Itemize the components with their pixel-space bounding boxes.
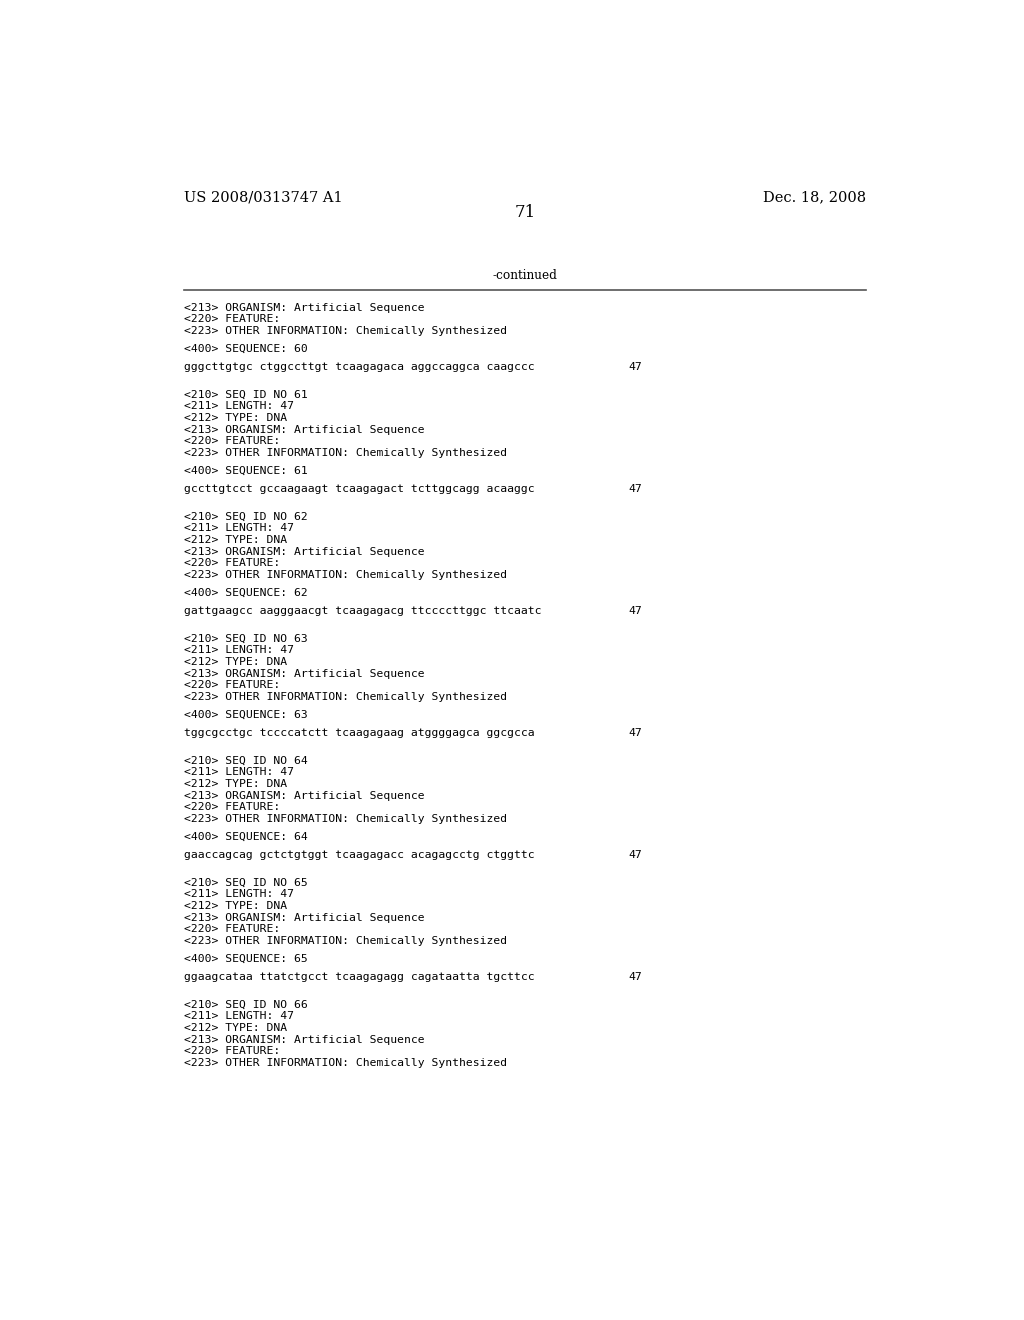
Text: <400> SEQUENCE: 62: <400> SEQUENCE: 62 (183, 587, 307, 598)
Text: <220> FEATURE:: <220> FEATURE: (183, 1047, 280, 1056)
Text: <220> FEATURE:: <220> FEATURE: (183, 437, 280, 446)
Text: <210> SEQ ID NO 62: <210> SEQ ID NO 62 (183, 512, 307, 521)
Text: gaaccagcag gctctgtggt tcaagagacc acagagcctg ctggttc: gaaccagcag gctctgtggt tcaagagacc acagagc… (183, 850, 535, 859)
Text: <212> TYPE: DNA: <212> TYPE: DNA (183, 779, 287, 789)
Text: <210> SEQ ID NO 64: <210> SEQ ID NO 64 (183, 755, 307, 766)
Text: <210> SEQ ID NO 66: <210> SEQ ID NO 66 (183, 999, 307, 1010)
Text: gattgaagcc aagggaacgt tcaagagacg ttccccttggc ttcaatc: gattgaagcc aagggaacgt tcaagagacg ttcccct… (183, 606, 541, 615)
Text: <211> LENGTH: 47: <211> LENGTH: 47 (183, 523, 294, 533)
Text: <220> FEATURE:: <220> FEATURE: (183, 803, 280, 812)
Text: 47: 47 (628, 850, 642, 859)
Text: <223> OTHER INFORMATION: Chemically Synthesized: <223> OTHER INFORMATION: Chemically Synt… (183, 326, 507, 337)
Text: <213> ORGANISM: Artificial Sequence: <213> ORGANISM: Artificial Sequence (183, 669, 424, 678)
Text: <210> SEQ ID NO 61: <210> SEQ ID NO 61 (183, 389, 307, 400)
Text: US 2008/0313747 A1: US 2008/0313747 A1 (183, 190, 342, 205)
Text: <212> TYPE: DNA: <212> TYPE: DNA (183, 657, 287, 667)
Text: <220> FEATURE:: <220> FEATURE: (183, 558, 280, 569)
Text: <210> SEQ ID NO 63: <210> SEQ ID NO 63 (183, 634, 307, 644)
Text: <212> TYPE: DNA: <212> TYPE: DNA (183, 900, 287, 911)
Text: <211> LENGTH: 47: <211> LENGTH: 47 (183, 890, 294, 899)
Text: <213> ORGANISM: Artificial Sequence: <213> ORGANISM: Artificial Sequence (183, 1035, 424, 1044)
Text: <213> ORGANISM: Artificial Sequence: <213> ORGANISM: Artificial Sequence (183, 425, 424, 434)
Text: <400> SEQUENCE: 65: <400> SEQUENCE: 65 (183, 954, 307, 964)
Text: <223> OTHER INFORMATION: Chemically Synthesized: <223> OTHER INFORMATION: Chemically Synt… (183, 447, 507, 458)
Text: <213> ORGANISM: Artificial Sequence: <213> ORGANISM: Artificial Sequence (183, 302, 424, 313)
Text: <220> FEATURE:: <220> FEATURE: (183, 680, 280, 690)
Text: <212> TYPE: DNA: <212> TYPE: DNA (183, 535, 287, 545)
Text: <211> LENGTH: 47: <211> LENGTH: 47 (183, 401, 294, 412)
Text: <211> LENGTH: 47: <211> LENGTH: 47 (183, 767, 294, 777)
Text: tggcgcctgc tccccatctt tcaagagaag atggggagca ggcgcca: tggcgcctgc tccccatctt tcaagagaag atgggga… (183, 727, 535, 738)
Text: <220> FEATURE:: <220> FEATURE: (183, 314, 280, 325)
Text: <223> OTHER INFORMATION: Chemically Synthesized: <223> OTHER INFORMATION: Chemically Synt… (183, 570, 507, 579)
Text: 47: 47 (628, 972, 642, 982)
Text: Dec. 18, 2008: Dec. 18, 2008 (763, 190, 866, 205)
Text: <223> OTHER INFORMATION: Chemically Synthesized: <223> OTHER INFORMATION: Chemically Synt… (183, 1057, 507, 1068)
Text: <400> SEQUENCE: 63: <400> SEQUENCE: 63 (183, 710, 307, 719)
Text: <212> TYPE: DNA: <212> TYPE: DNA (183, 413, 287, 422)
Text: <223> OTHER INFORMATION: Chemically Synthesized: <223> OTHER INFORMATION: Chemically Synt… (183, 936, 507, 946)
Text: <212> TYPE: DNA: <212> TYPE: DNA (183, 1023, 287, 1032)
Text: <213> ORGANISM: Artificial Sequence: <213> ORGANISM: Artificial Sequence (183, 546, 424, 557)
Text: 71: 71 (514, 205, 536, 222)
Text: <213> ORGANISM: Artificial Sequence: <213> ORGANISM: Artificial Sequence (183, 791, 424, 801)
Text: 47: 47 (628, 727, 642, 738)
Text: <223> OTHER INFORMATION: Chemically Synthesized: <223> OTHER INFORMATION: Chemically Synt… (183, 692, 507, 702)
Text: 47: 47 (628, 483, 642, 494)
Text: <400> SEQUENCE: 64: <400> SEQUENCE: 64 (183, 832, 307, 842)
Text: 47: 47 (628, 606, 642, 615)
Text: <213> ORGANISM: Artificial Sequence: <213> ORGANISM: Artificial Sequence (183, 912, 424, 923)
Text: <220> FEATURE:: <220> FEATURE: (183, 924, 280, 935)
Text: <400> SEQUENCE: 60: <400> SEQUENCE: 60 (183, 345, 307, 354)
Text: <211> LENGTH: 47: <211> LENGTH: 47 (183, 1011, 294, 1022)
Text: -continued: -continued (493, 269, 557, 282)
Text: <400> SEQUENCE: 61: <400> SEQUENCE: 61 (183, 466, 307, 477)
Text: 47: 47 (628, 362, 642, 372)
Text: gccttgtcct gccaagaagt tcaagagact tcttggcagg acaaggc: gccttgtcct gccaagaagt tcaagagact tcttggc… (183, 483, 535, 494)
Text: gggcttgtgc ctggccttgt tcaagagaca aggccaggca caagccc: gggcttgtgc ctggccttgt tcaagagaca aggccag… (183, 362, 535, 372)
Text: <211> LENGTH: 47: <211> LENGTH: 47 (183, 645, 294, 655)
Text: <223> OTHER INFORMATION: Chemically Synthesized: <223> OTHER INFORMATION: Chemically Synt… (183, 814, 507, 824)
Text: ggaagcataa ttatctgcct tcaagagagg cagataatta tgcttcc: ggaagcataa ttatctgcct tcaagagagg cagataa… (183, 972, 535, 982)
Text: <210> SEQ ID NO 65: <210> SEQ ID NO 65 (183, 878, 307, 887)
